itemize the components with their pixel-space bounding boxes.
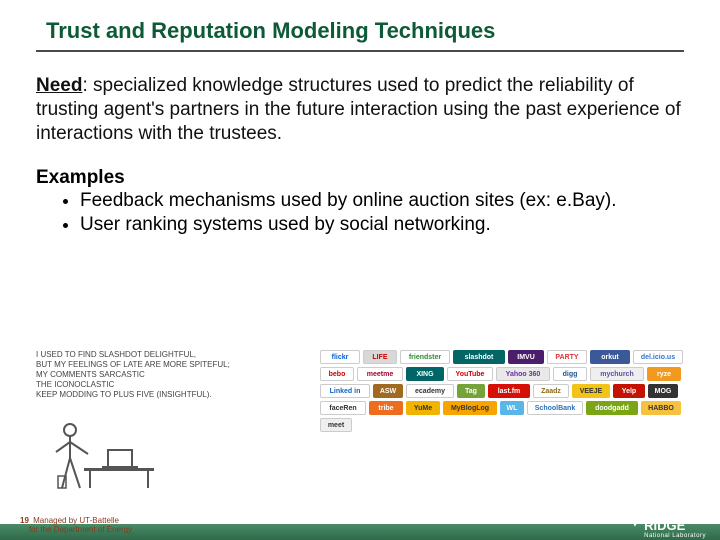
logo-chip: LIFE: [363, 350, 397, 364]
leaf-icon: [628, 514, 642, 528]
need-text: : specialized knowledge structures used …: [36, 75, 681, 144]
example-item: User ranking systems used by social netw…: [80, 213, 684, 237]
logo-chip: Yahoo 360: [496, 367, 550, 381]
logo-chip: doodgadd: [586, 401, 638, 415]
slide-title: Trust and Reputation Modeling Techniques: [36, 18, 684, 50]
page-number: 19: [20, 516, 29, 525]
logo-chip: meetme: [357, 367, 403, 381]
logo-chip: bebo: [320, 367, 354, 381]
title-rule: [36, 50, 684, 52]
logo-chip: MOG: [648, 384, 678, 398]
logo-chip: Linked in: [320, 384, 370, 398]
logo-chip: faceRen: [320, 401, 366, 415]
logo-chip: MyBlogLog: [443, 401, 497, 415]
logo-chip: last.fm: [488, 384, 530, 398]
lab-text: OAK RIDGE National Laboratory: [644, 503, 706, 539]
logo-chip: WL: [500, 401, 524, 415]
example-item: Feedback mechanisms used by online aucti…: [80, 189, 684, 213]
examples-heading: Examples: [36, 167, 684, 189]
need-lead: Need: [36, 75, 82, 96]
stickman-icon: [54, 420, 214, 490]
logo-chip: slashdot: [453, 350, 505, 364]
lab-bottom: RIDGE: [644, 518, 685, 533]
social-logos-grid: flickrLIFEfriendsterslashdotIMVUPARTYork…: [320, 350, 690, 510]
logo-chip: del.icio.us: [633, 350, 683, 364]
footer-line2: for the Department of Energy: [29, 525, 132, 534]
comic-panel: I used to find Slashdot delightful, but …: [36, 350, 296, 490]
logo-chip: orkut: [590, 350, 630, 364]
logo-chip: PARTY: [547, 350, 587, 364]
logo-chip: tribe: [369, 401, 403, 415]
logo-chip: HABBO: [641, 401, 681, 415]
logo-chip: YouTube: [447, 367, 493, 381]
slide: Trust and Reputation Modeling Techniques…: [0, 0, 720, 540]
logo-chip: VEEJE: [572, 384, 610, 398]
logo-chip: digg: [553, 367, 587, 381]
logo-chip: XING: [406, 367, 444, 381]
logo-chip: SchoolBank: [527, 401, 583, 415]
lab-top: OAK: [644, 503, 673, 518]
logo-chip: flickr: [320, 350, 360, 364]
logo-chip: YuMe: [406, 401, 440, 415]
comic-caption: I used to find Slashdot delightful, but …: [36, 350, 296, 400]
logo-chip: Tag: [457, 384, 485, 398]
logo-chip: Yelp: [613, 384, 645, 398]
slide-footer: 19 Managed by UT-Battelle for the Depart…: [0, 512, 720, 540]
logo-chip: ryze: [647, 367, 681, 381]
logo-chip: meet: [320, 418, 352, 432]
examples-list: Feedback mechanisms used by online aucti…: [36, 189, 684, 237]
logo-chip: IMVU: [508, 350, 544, 364]
lab-logo: OAK RIDGE National Laboratory: [628, 503, 706, 539]
logo-chip: friendster: [400, 350, 450, 364]
logo-chip: Zaadz: [533, 384, 569, 398]
lab-sub: National Laboratory: [644, 533, 706, 539]
footer-line1: Managed by UT-Battelle: [33, 516, 119, 525]
logo-chip: ASW: [373, 384, 403, 398]
logo-chip: ecademy: [406, 384, 454, 398]
logo-chip: mychurch: [590, 367, 644, 381]
footer-managed: 19 Managed by UT-Battelle for the Depart…: [20, 517, 132, 535]
need-paragraph: Need: specialized knowledge structures u…: [36, 74, 684, 145]
